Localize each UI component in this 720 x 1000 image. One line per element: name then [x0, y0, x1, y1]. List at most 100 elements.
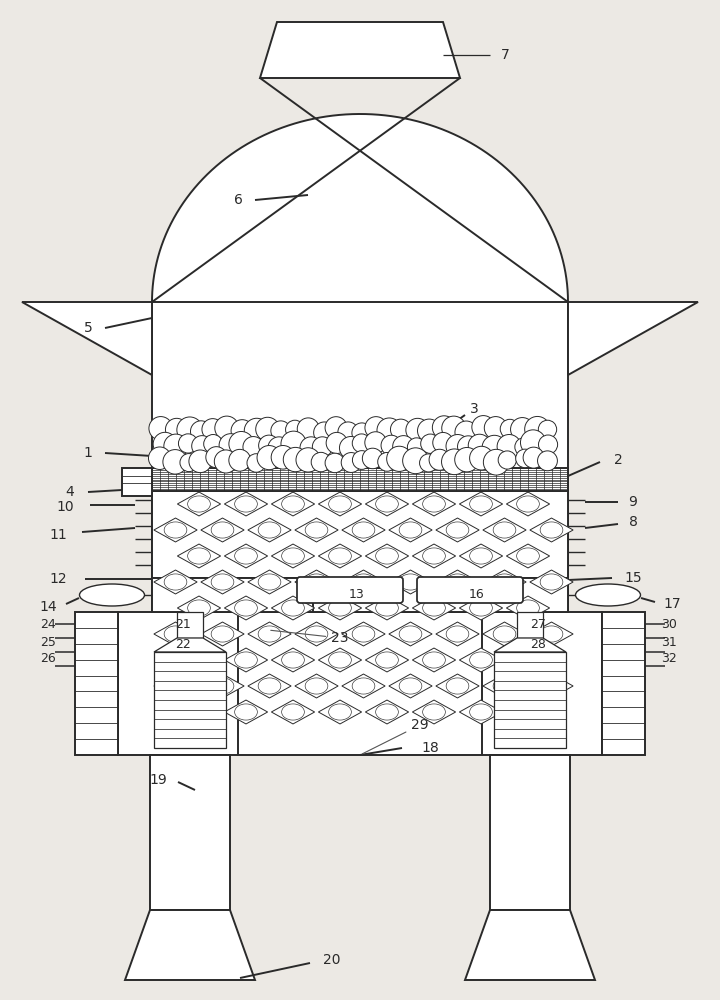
- Text: 20: 20: [323, 953, 341, 967]
- Polygon shape: [201, 622, 244, 646]
- Circle shape: [446, 435, 469, 458]
- Circle shape: [148, 447, 171, 469]
- Polygon shape: [483, 518, 526, 542]
- Polygon shape: [365, 648, 409, 672]
- Polygon shape: [271, 648, 315, 672]
- Circle shape: [296, 448, 320, 472]
- Circle shape: [432, 416, 456, 439]
- Text: 18: 18: [421, 741, 439, 755]
- Circle shape: [441, 449, 467, 475]
- Circle shape: [325, 453, 345, 473]
- Polygon shape: [177, 596, 220, 620]
- Polygon shape: [436, 518, 479, 542]
- Polygon shape: [248, 570, 291, 594]
- Circle shape: [482, 435, 507, 460]
- Bar: [118, 612, 602, 755]
- Circle shape: [510, 418, 534, 441]
- Polygon shape: [177, 700, 220, 724]
- Circle shape: [406, 418, 429, 442]
- Polygon shape: [389, 674, 432, 698]
- Circle shape: [215, 416, 239, 440]
- Circle shape: [498, 451, 516, 469]
- Polygon shape: [483, 674, 526, 698]
- Polygon shape: [248, 622, 291, 646]
- Text: 26: 26: [40, 652, 56, 666]
- Circle shape: [341, 453, 361, 472]
- Polygon shape: [154, 674, 197, 698]
- Polygon shape: [365, 492, 409, 516]
- Circle shape: [204, 435, 222, 453]
- Circle shape: [352, 423, 372, 443]
- Polygon shape: [318, 544, 361, 568]
- Text: 13: 13: [349, 587, 365, 600]
- Bar: [152, 578, 568, 612]
- Polygon shape: [201, 518, 244, 542]
- Polygon shape: [295, 570, 338, 594]
- Bar: [602, 612, 645, 755]
- Text: 30: 30: [661, 617, 677, 631]
- Circle shape: [314, 422, 335, 443]
- Text: 15: 15: [624, 571, 642, 585]
- Circle shape: [231, 420, 253, 442]
- Polygon shape: [177, 544, 220, 568]
- Polygon shape: [568, 302, 698, 375]
- Circle shape: [297, 418, 319, 440]
- Polygon shape: [22, 302, 152, 375]
- Polygon shape: [318, 596, 361, 620]
- Circle shape: [468, 434, 491, 457]
- Polygon shape: [154, 518, 197, 542]
- Text: 12: 12: [49, 572, 67, 586]
- Ellipse shape: [575, 584, 641, 606]
- Text: 31: 31: [661, 637, 677, 650]
- Circle shape: [457, 436, 479, 457]
- Polygon shape: [506, 648, 549, 672]
- Polygon shape: [201, 570, 244, 594]
- Polygon shape: [459, 492, 503, 516]
- Circle shape: [352, 451, 371, 469]
- Polygon shape: [506, 492, 549, 516]
- Polygon shape: [506, 544, 549, 568]
- Circle shape: [497, 435, 521, 459]
- Polygon shape: [389, 622, 432, 646]
- Polygon shape: [389, 518, 432, 542]
- Polygon shape: [342, 622, 385, 646]
- Circle shape: [153, 432, 177, 456]
- Text: 29: 29: [362, 718, 429, 754]
- Circle shape: [180, 454, 198, 472]
- Circle shape: [281, 431, 306, 456]
- FancyBboxPatch shape: [417, 577, 523, 603]
- Circle shape: [257, 446, 282, 470]
- Circle shape: [539, 420, 557, 439]
- Circle shape: [325, 417, 347, 439]
- Text: 21: 21: [175, 617, 191, 631]
- Polygon shape: [271, 492, 315, 516]
- Text: 24: 24: [40, 617, 56, 631]
- Circle shape: [300, 437, 322, 459]
- Text: 8: 8: [629, 515, 637, 529]
- Polygon shape: [413, 648, 456, 672]
- Bar: [75, 612, 118, 755]
- Polygon shape: [530, 518, 573, 542]
- Circle shape: [243, 437, 264, 457]
- Circle shape: [352, 434, 371, 453]
- Polygon shape: [494, 638, 566, 652]
- Circle shape: [283, 447, 307, 472]
- Circle shape: [268, 437, 290, 459]
- Polygon shape: [342, 518, 385, 542]
- Polygon shape: [177, 492, 220, 516]
- Polygon shape: [295, 674, 338, 698]
- Circle shape: [286, 420, 305, 439]
- Text: 5: 5: [84, 321, 92, 335]
- Bar: [177, 612, 203, 638]
- Circle shape: [539, 435, 557, 454]
- Polygon shape: [271, 700, 315, 724]
- Text: 2: 2: [613, 453, 622, 467]
- Text: 6: 6: [233, 193, 243, 207]
- Circle shape: [442, 416, 466, 440]
- Polygon shape: [530, 570, 573, 594]
- Polygon shape: [389, 570, 432, 594]
- Circle shape: [433, 432, 453, 453]
- Polygon shape: [342, 674, 385, 698]
- Circle shape: [521, 430, 546, 455]
- Circle shape: [311, 452, 330, 472]
